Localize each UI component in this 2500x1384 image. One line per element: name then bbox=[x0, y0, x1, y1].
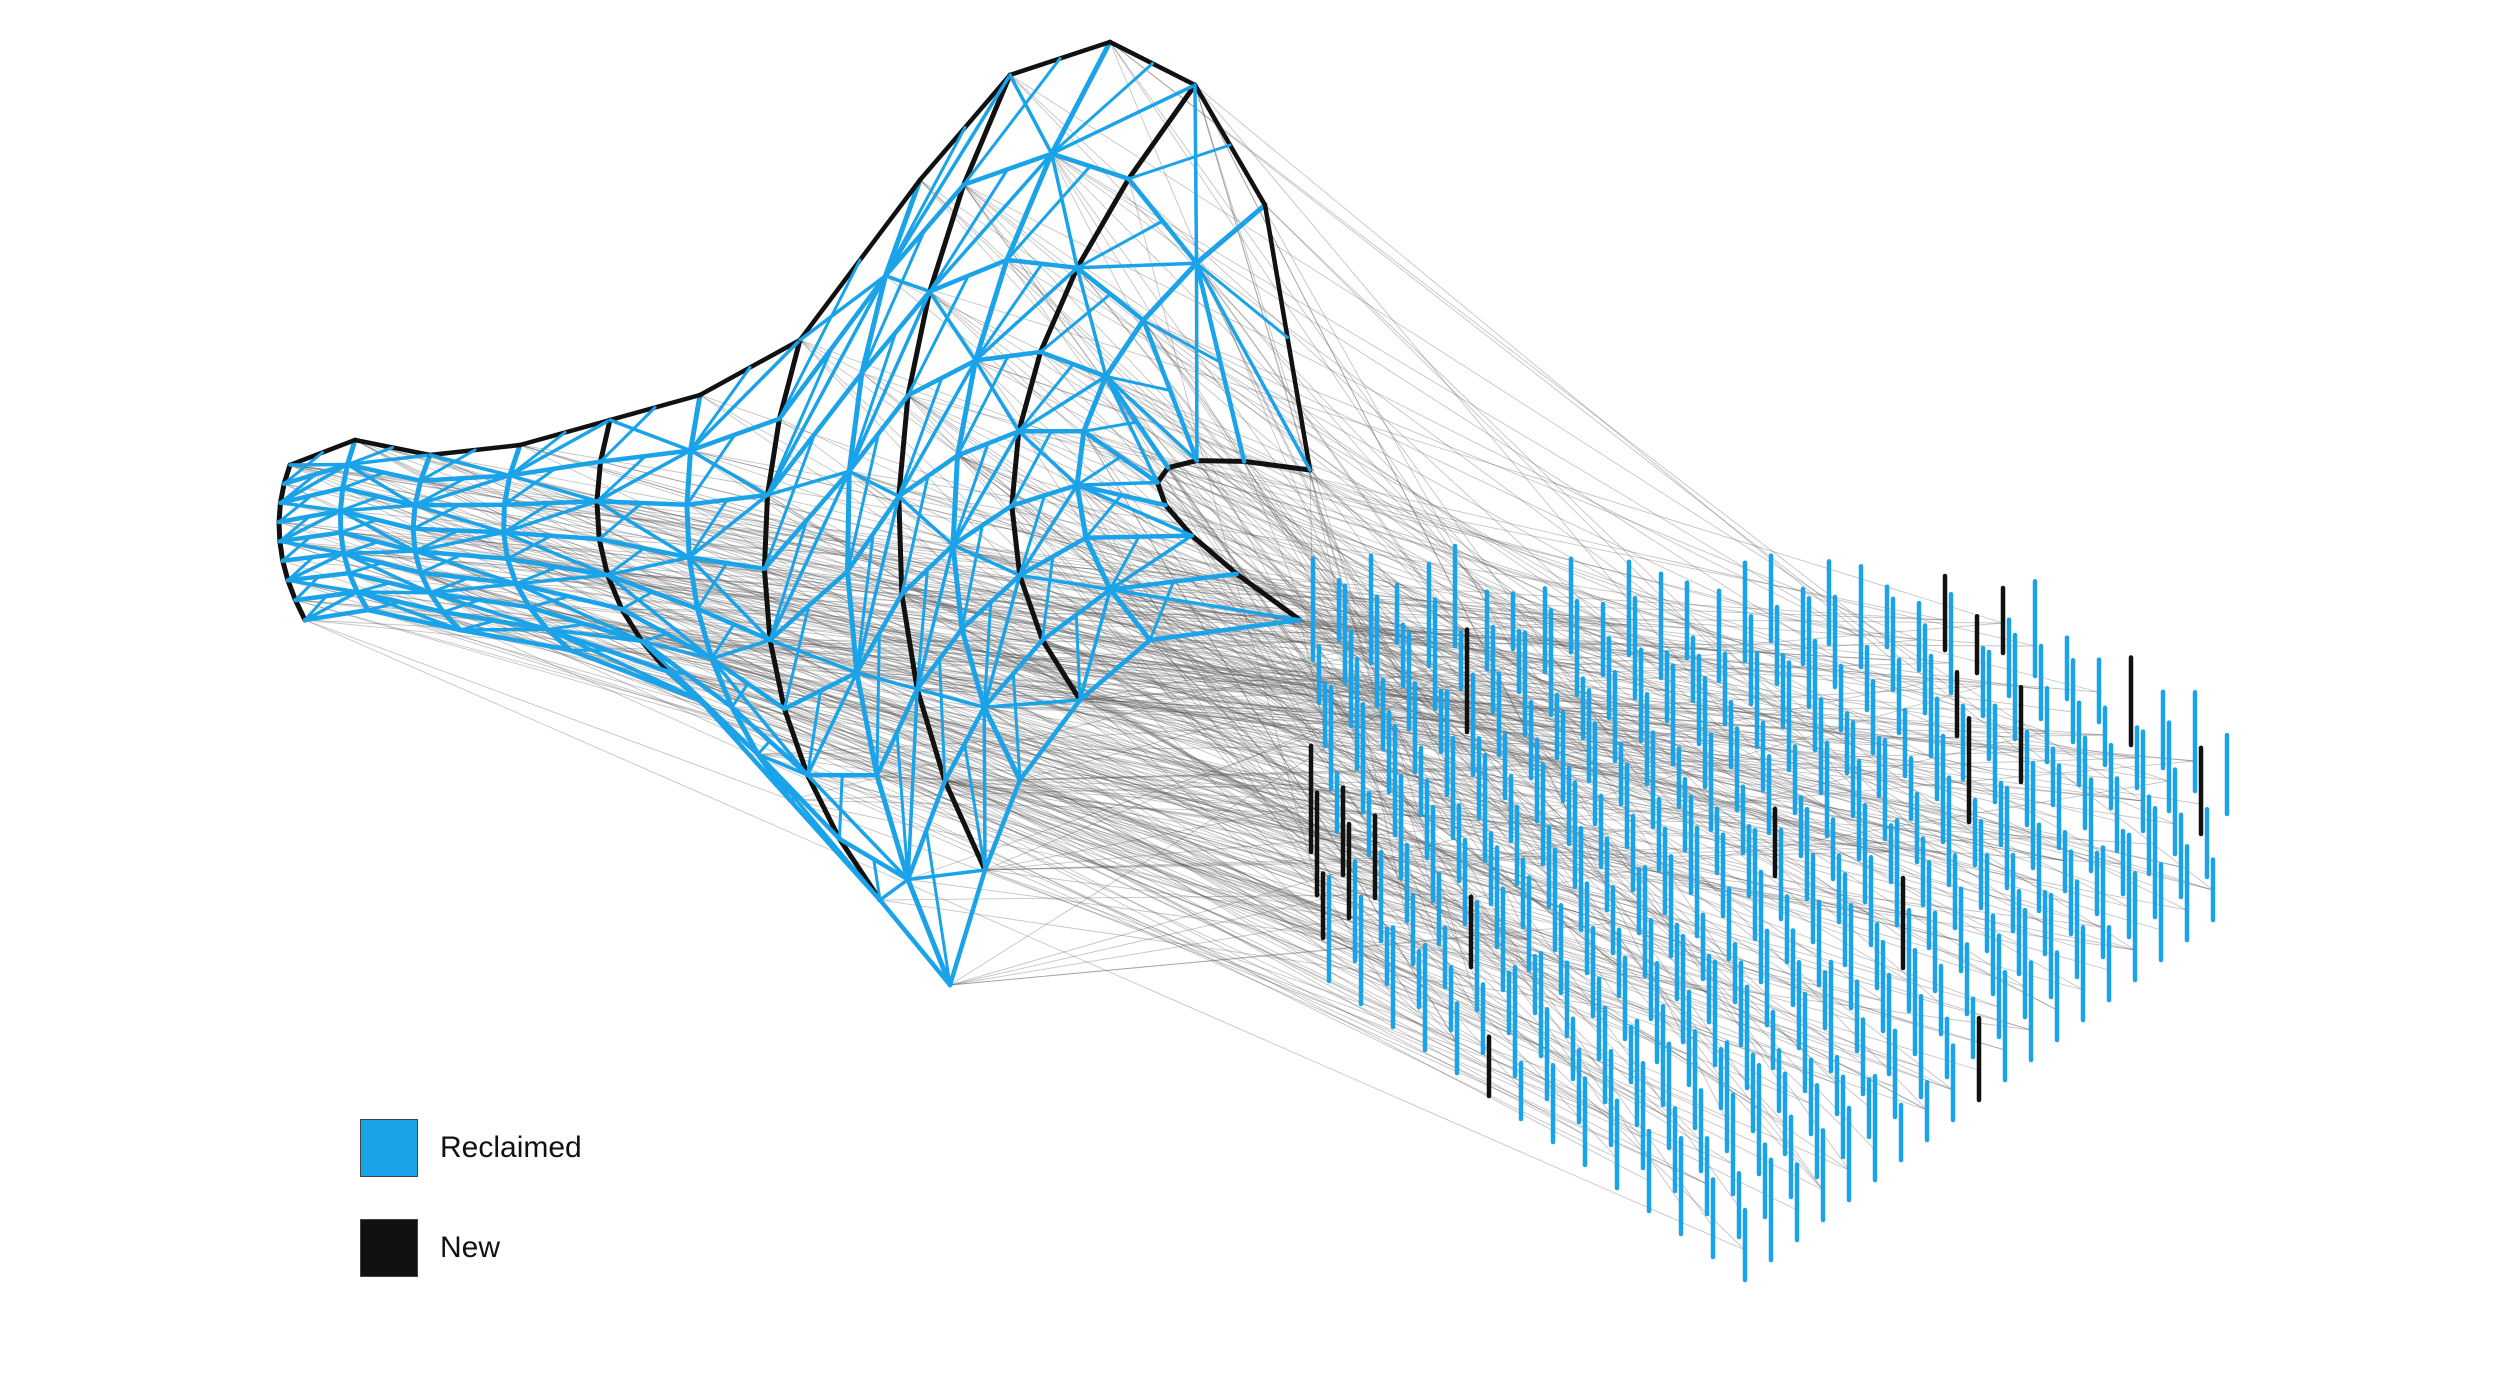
legend-label-new: New bbox=[440, 1231, 500, 1265]
legend: Reclaimed New bbox=[360, 1118, 582, 1318]
shell-rib-member bbox=[808, 775, 840, 839]
shell-diagonal-member bbox=[886, 276, 930, 292]
shell-diagonal-member bbox=[908, 870, 985, 880]
shell-diagonal-member bbox=[1077, 483, 1157, 486]
shell-rib-member bbox=[280, 541, 283, 560]
shell-rib-member bbox=[848, 471, 850, 571]
shell-rib-member bbox=[341, 533, 344, 554]
shell-rib-member bbox=[1041, 268, 1078, 352]
shell-rib-member bbox=[899, 496, 902, 594]
shell-diagonal-member bbox=[610, 420, 691, 451]
shell-rib-member bbox=[1077, 431, 1084, 485]
shell-diagonal-member bbox=[340, 511, 415, 552]
shell-brace-member bbox=[758, 741, 770, 754]
assignment-line bbox=[430, 455, 1515, 1046]
shell-transverse-member bbox=[790, 800, 880, 900]
shell-rib-member bbox=[1197, 205, 1266, 263]
shell-diagonal-member bbox=[984, 707, 985, 870]
shell-rib-member bbox=[1197, 461, 1244, 462]
shell-rib-member bbox=[295, 600, 305, 620]
shell-brace-member bbox=[1129, 145, 1230, 179]
assignment-line bbox=[355, 440, 1825, 998]
shell-diagonal-member bbox=[460, 629, 547, 630]
shell-rib-member bbox=[340, 488, 342, 511]
legend-swatch-reclaimed bbox=[360, 1119, 418, 1177]
shell-diagonal-member bbox=[344, 551, 415, 553]
shell-rib-member bbox=[908, 880, 950, 986]
shell-diagonal-member bbox=[768, 276, 886, 495]
legend-item-reclaimed: Reclaimed bbox=[360, 1118, 582, 1178]
shell-rib-member bbox=[930, 185, 964, 292]
shell-diagonal-member bbox=[1195, 85, 1197, 263]
legend-item-new: New bbox=[360, 1218, 582, 1278]
shell-rib-member bbox=[279, 522, 280, 541]
shell-rib-member bbox=[597, 501, 599, 539]
shell-rib-member bbox=[413, 529, 415, 552]
shell-brace-member bbox=[1052, 64, 1153, 154]
shell-rib-member bbox=[1007, 154, 1052, 260]
legend-label-reclaimed: Reclaimed bbox=[440, 1131, 582, 1165]
shell-rib-member bbox=[964, 75, 1010, 185]
shell-diagonal-member bbox=[691, 451, 768, 496]
shell-rib-member bbox=[288, 580, 296, 600]
shell-diagonal-member bbox=[880, 880, 908, 901]
shell-rib-member bbox=[283, 561, 288, 581]
gridshell-structure bbox=[279, 42, 1310, 985]
shell-rib-member bbox=[687, 505, 689, 558]
legend-swatch-new bbox=[360, 1219, 418, 1277]
shell-rib-member bbox=[413, 505, 415, 529]
shell-rib-member bbox=[687, 451, 691, 505]
shell-diagonal-member bbox=[1077, 263, 1196, 268]
shell-rib-member bbox=[504, 505, 505, 533]
